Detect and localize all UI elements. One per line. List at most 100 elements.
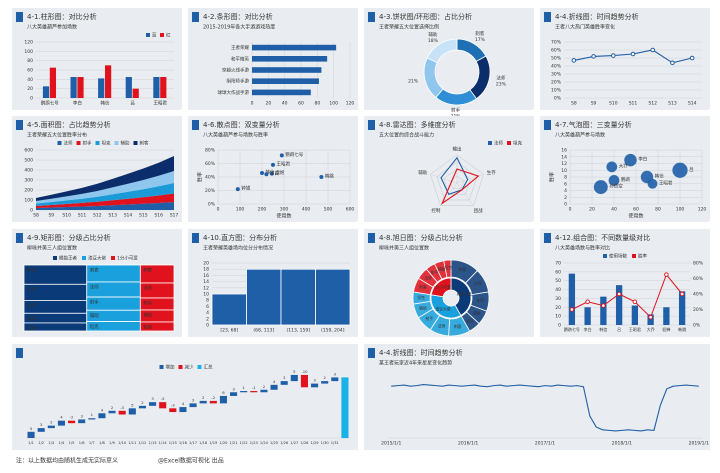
value-label: 4	[60, 415, 63, 420]
cell-label: 法师	[424, 276, 432, 281]
legend-swatch	[114, 141, 119, 145]
point-label: 李白	[270, 170, 279, 177]
bar	[584, 307, 591, 325]
bar	[615, 285, 623, 325]
legend-label: 1分小可爱	[117, 255, 138, 262]
panel-marker	[368, 348, 375, 358]
x-tick-label: S13	[668, 101, 677, 107]
panel-marker	[16, 348, 23, 358]
waterfall-bar	[68, 420, 76, 424]
value-label: 3	[192, 397, 195, 402]
waterfall-bar	[300, 374, 308, 388]
y-tick-label: 0	[30, 208, 33, 214]
value-label: 3	[283, 375, 286, 380]
x-tick-label: 1/14	[159, 441, 168, 445]
x-tick-label: 貂蝉	[662, 326, 670, 332]
line	[571, 273, 683, 319]
hist-bar	[315, 268, 351, 326]
y-tick-label: 40%	[205, 175, 216, 181]
waterfall-bar	[37, 428, 45, 432]
x-tick-label: 吕	[617, 327, 621, 332]
y-tick-label: 16	[561, 148, 567, 154]
x-tick-label: S10	[62, 213, 71, 219]
x-tick-label: 2018/1/1	[612, 441, 632, 447]
y-tick-label: 王者荣耀	[231, 44, 249, 51]
panel-subtitle: 八大英雄葫芦参与场数	[555, 132, 605, 139]
point-label: 鹦鹉七号	[285, 151, 303, 158]
area	[36, 183, 174, 206]
bar	[252, 78, 319, 84]
legend-label: 汇总	[204, 364, 213, 371]
panel-subtitle: 八大英雄葫芦参与场数与胜率	[203, 132, 268, 139]
x-tick-label: S15	[139, 213, 148, 219]
x-tick-label: 100	[329, 101, 338, 107]
y-tick-label: 0	[206, 323, 209, 329]
y-tick-label: 6	[564, 181, 567, 187]
x-tick-label: 120	[346, 101, 355, 107]
inner-ring	[430, 294, 462, 319]
point	[319, 175, 324, 179]
waterfall-bar	[138, 405, 146, 409]
x-tick-label: 2017/1/1	[535, 441, 555, 447]
point-label: 王昭君	[277, 161, 291, 167]
x-tick-label: 1/16	[179, 441, 188, 445]
cell-label: 法师	[474, 281, 482, 286]
legend-swatch	[57, 141, 62, 145]
waterfall-bar	[47, 425, 55, 429]
waterfall-bar	[240, 391, 248, 393]
point-label: 韩跳	[325, 173, 334, 180]
point	[269, 171, 274, 176]
panel-title: 4-8.旭日图：分级占比分析	[379, 233, 463, 242]
waterfall-bar	[280, 381, 288, 385]
cell-label: 射手	[431, 270, 439, 275]
y-tick-label: 300	[24, 178, 33, 184]
bar	[105, 65, 112, 98]
x-tick-label: 1/29	[311, 441, 320, 445]
y-tick-label: 8	[206, 298, 209, 304]
point	[571, 58, 577, 63]
group-label: 橘猫王者	[457, 291, 472, 296]
waterfall-bar	[230, 392, 238, 396]
panel-marker	[16, 12, 23, 22]
waterfall-bar	[179, 407, 187, 413]
panel-marker	[16, 233, 23, 243]
radar-series	[440, 156, 469, 196]
value-label: -5	[161, 396, 165, 401]
legend-swatch	[603, 254, 607, 258]
radar-frame	[443, 168, 471, 195]
x-tick-label: 60	[633, 207, 639, 213]
bubble	[672, 162, 688, 178]
x-tick-label: 200	[258, 207, 267, 213]
x-tick-label: 王昭君	[629, 326, 641, 332]
value-label: -3	[171, 402, 175, 407]
y-tick-label: 10%	[551, 88, 562, 94]
legend-label: 胜率	[638, 253, 647, 260]
x-tick-label: 1/9	[109, 441, 115, 445]
y-tick-label: 40%	[551, 64, 562, 70]
waterfall-bar	[209, 400, 217, 404]
panel-marker	[544, 120, 551, 130]
value-label: -1	[252, 385, 256, 390]
waterfall-bar	[169, 408, 177, 413]
x-tick-label: S17	[170, 213, 179, 219]
bar	[600, 296, 607, 325]
bubble	[593, 180, 608, 195]
bar	[160, 77, 167, 98]
cell-label: 辅助	[438, 267, 446, 272]
cell-label: 法师	[27, 286, 36, 293]
point-label: 孙悟空	[609, 183, 623, 190]
axis-label: 输出	[453, 146, 462, 153]
panel	[12, 344, 358, 450]
legend-label: 辅助	[121, 140, 130, 147]
value-label: -3	[120, 405, 124, 410]
panel-title: 4-10.直方图：分布分析	[203, 233, 277, 242]
cell-label: 辅助	[473, 311, 481, 316]
group-label: 1分小可爱	[433, 284, 451, 289]
y-tick-label: 4	[206, 310, 209, 316]
y-tick-label: 10	[555, 314, 561, 320]
panel-subtitle: 柳咏并美三人组位置数	[379, 245, 429, 252]
panel-subtitle: 王者荣耀五大位置胜率分布	[27, 132, 87, 139]
panel-subtitle: 八大英雄葫芦参加场数	[27, 24, 77, 31]
waterfall-bar	[57, 420, 65, 426]
x-tick-label: 大乔	[647, 326, 655, 332]
